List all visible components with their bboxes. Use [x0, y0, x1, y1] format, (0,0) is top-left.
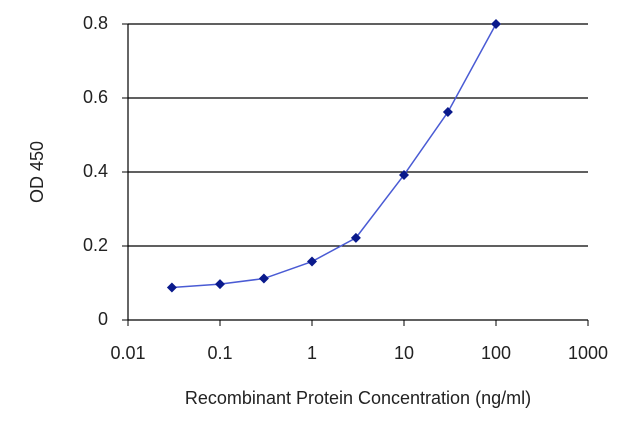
- x-tick-label: 1: [307, 343, 317, 363]
- x-tick-label: 10: [394, 343, 414, 363]
- x-tick-label: 100: [481, 343, 511, 363]
- data-point: [491, 19, 501, 29]
- data-point: [307, 256, 317, 267]
- y-tick-label: 0.2: [83, 235, 108, 255]
- y-tick-label: 0.8: [83, 13, 108, 33]
- data-point: [399, 169, 409, 180]
- x-tick-label: 0.1: [207, 343, 232, 363]
- y-tick-label: 0.6: [83, 87, 108, 107]
- data-line: [171, 23, 497, 289]
- data-point: [215, 279, 225, 290]
- x-axis-label: Recombinant Protein Concentration (ng/ml…: [185, 388, 531, 408]
- y-tick-label: 0.4: [83, 161, 108, 181]
- x-tick-label: 1000: [568, 343, 608, 363]
- data-point: [258, 273, 269, 284]
- y-tick-label: 0: [98, 309, 108, 329]
- x-tick-label: 0.01: [110, 343, 145, 363]
- data-point: [350, 232, 361, 243]
- y-axis-label: OD 450: [27, 141, 47, 203]
- data-point: [166, 282, 177, 293]
- data-point: [442, 107, 453, 118]
